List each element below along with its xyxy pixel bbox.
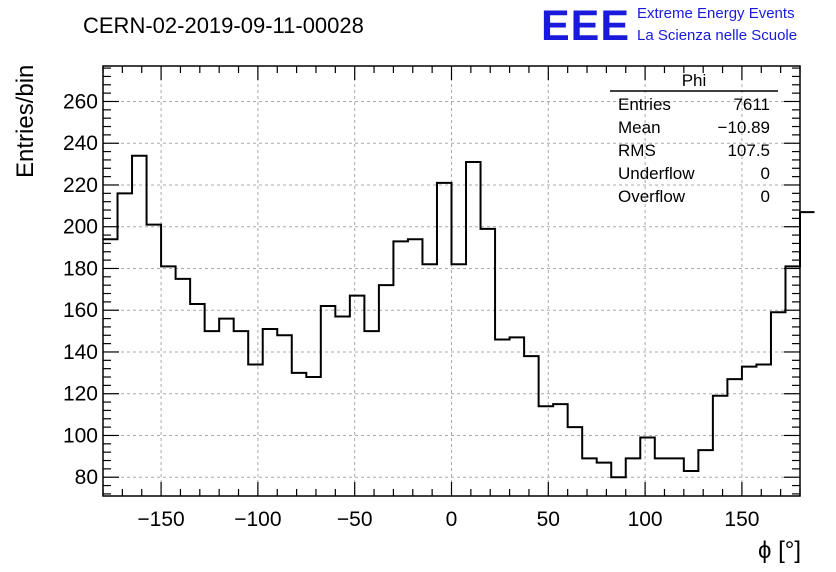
y-tick-label: 200 — [63, 216, 98, 239]
stats-rms-label: RMS — [618, 141, 656, 160]
stats-title: Phi — [682, 71, 707, 90]
stats-rms-value: 107.5 — [727, 141, 770, 160]
x-tick-label: 50 — [537, 508, 560, 531]
stats-entries-value: 7611 — [733, 95, 770, 114]
x-tick-label: −150 — [137, 508, 184, 531]
logo-line-2: La Scienza nelle Scuole — [637, 27, 797, 44]
logo-line-1: Extreme Energy Events — [637, 5, 795, 22]
y-tick-label: 80 — [75, 466, 98, 489]
stats-underflow-value: 0 — [761, 164, 770, 183]
y-tick-label: 180 — [63, 257, 98, 280]
x-axis-label: ϕ [°] — [758, 537, 801, 564]
y-tick-label: 240 — [63, 132, 98, 155]
x-tick-label: 150 — [724, 508, 759, 531]
x-tick-label: 0 — [446, 508, 458, 531]
x-tick-label: 100 — [628, 508, 663, 531]
eee-logo: EEE Extreme Energy Events La Scienza nel… — [541, 2, 797, 50]
stats-mean-label: Mean — [618, 118, 661, 137]
stats-overflow-label: Overflow — [618, 187, 686, 206]
y-axis: 80 100 120 140 160 180 200 220 240 260 — [63, 67, 800, 495]
y-tick-label: 100 — [63, 424, 98, 447]
x-tick-label: −100 — [234, 508, 281, 531]
histogram-line — [103, 154, 815, 479]
stats-overflow-value: 0 — [761, 187, 770, 206]
grid-lines — [103, 66, 800, 496]
run-title: CERN-02-2019-09-11-00028 — [83, 13, 364, 38]
y-axis-label: Entries/bin — [12, 65, 39, 178]
stats-box: Phi Entries 7611 Mean −10.89 RMS 107.5 U… — [610, 71, 778, 206]
y-tick-label: 260 — [63, 90, 98, 113]
y-tick-label: 160 — [63, 299, 98, 322]
stats-underflow-label: Underflow — [618, 164, 695, 183]
stats-entries-label: Entries — [618, 95, 671, 114]
x-axis: −150 −100 −50 0 50 100 150 — [102, 66, 801, 531]
x-tick-label: −50 — [337, 508, 373, 531]
y-tick-label: 120 — [63, 383, 98, 406]
stats-mean-value: −10.89 — [718, 118, 770, 137]
y-tick-label: 220 — [63, 174, 98, 197]
logo-mark: EEE — [541, 2, 630, 50]
plot-frame — [102, 65, 801, 497]
y-tick-label: 140 — [63, 341, 98, 364]
